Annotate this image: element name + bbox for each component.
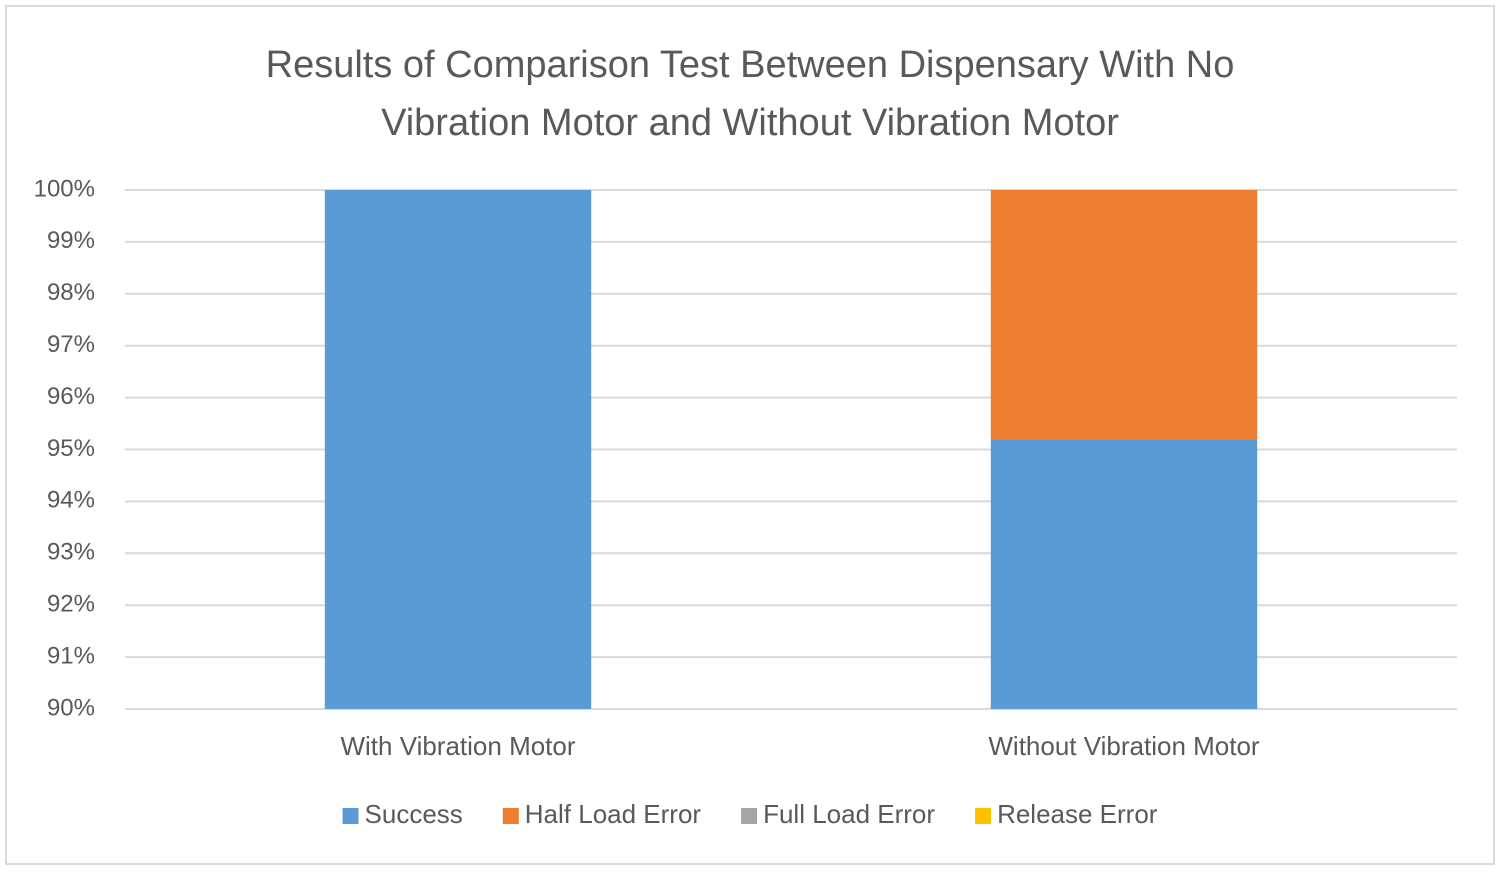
y-tick-label: 92% [47, 591, 95, 618]
chart-title: Results of Comparison Test Between Dispe… [265, 44, 1235, 144]
legend-label: Full Load Error [763, 799, 935, 829]
legend-swatch [741, 808, 758, 824]
bar-segment [324, 190, 592, 709]
y-tick-label: 97% [47, 331, 95, 358]
legend-label: Half Load Error [525, 799, 702, 829]
bar-segment [990, 190, 1258, 440]
bar-segment [990, 439, 1258, 709]
y-tick-label: 93% [47, 539, 95, 566]
y-tick-label: 90% [47, 694, 95, 721]
x-tick-label: With Vibration Motor [340, 731, 575, 761]
y-tick-label: 99% [47, 227, 95, 254]
legend-label: Success [365, 799, 463, 829]
y-tick-label: 95% [47, 435, 95, 462]
legend-swatch [975, 808, 992, 824]
legend-label: Release Error [997, 799, 1158, 829]
y-tick-label: 100% [34, 175, 95, 202]
legend-swatch [502, 808, 519, 824]
legend-swatch [342, 808, 359, 824]
y-tick-label: 96% [47, 383, 95, 410]
y-tick-label: 91% [47, 642, 95, 669]
y-tick-label: 94% [47, 487, 95, 514]
y-tick-label: 98% [47, 279, 95, 306]
x-tick-label: Without Vibration Motor [988, 731, 1260, 761]
